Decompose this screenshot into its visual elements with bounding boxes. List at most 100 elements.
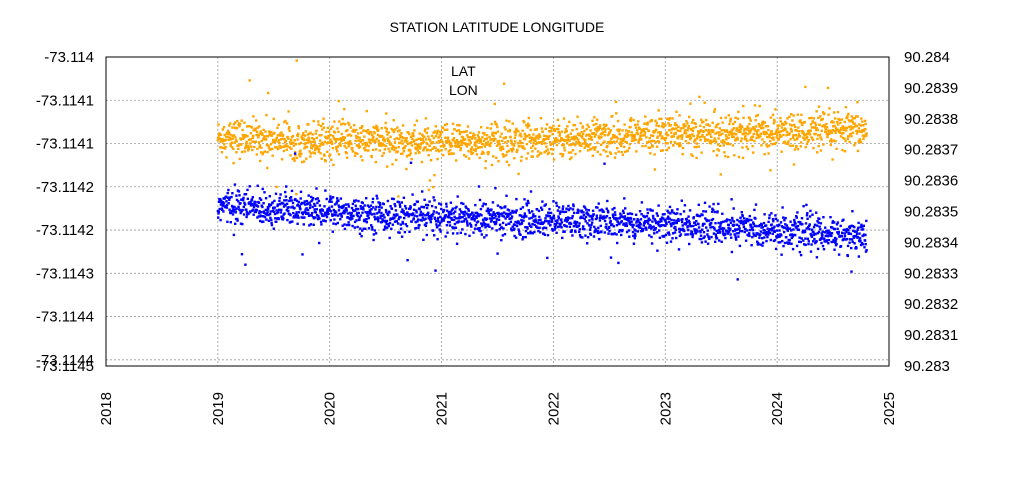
lon-point	[800, 113, 803, 116]
lon-point	[380, 127, 383, 130]
lon-point	[740, 125, 744, 129]
lat-point	[580, 211, 583, 214]
lon-point	[344, 123, 347, 126]
lon-point	[478, 156, 481, 160]
lat-point	[795, 216, 798, 219]
lon-point	[661, 149, 665, 152]
lat-point	[549, 211, 553, 215]
lat-point	[620, 220, 623, 223]
lon-point	[683, 131, 686, 135]
lat-point	[535, 208, 539, 211]
lat-point	[833, 227, 836, 231]
lat-point	[310, 214, 313, 217]
lon-point	[782, 133, 785, 137]
lon-point	[491, 138, 495, 141]
lat-point	[341, 224, 344, 227]
lon-point	[830, 131, 834, 135]
lon-point	[347, 144, 351, 148]
lat-point	[494, 215, 497, 218]
lon-point	[673, 123, 677, 127]
lat-point	[370, 224, 373, 227]
lon-point	[447, 150, 450, 153]
lat-point	[531, 215, 535, 218]
lon-point	[711, 121, 714, 124]
lat-point	[647, 226, 651, 229]
lat-point	[411, 193, 414, 196]
lon-point	[739, 123, 742, 126]
lon-point	[401, 152, 404, 155]
y-right-tick-label: 90.2836	[904, 173, 958, 190]
lat-point	[262, 202, 265, 205]
lat-point	[310, 211, 314, 215]
lat-point	[355, 219, 358, 222]
lon-point	[457, 129, 461, 132]
lat-point	[374, 217, 377, 220]
lat-point	[667, 215, 670, 218]
lon-point	[266, 150, 269, 154]
lat-point	[839, 224, 842, 228]
lat-point	[248, 185, 251, 188]
lat-point	[820, 235, 824, 238]
lat-point	[502, 211, 506, 214]
lat-point	[760, 226, 763, 229]
lon-point	[309, 131, 312, 134]
lat-point	[396, 222, 400, 225]
lat-point	[311, 205, 314, 209]
lon-point	[396, 126, 399, 129]
lat-point	[308, 206, 312, 209]
lon-point	[748, 122, 751, 126]
lat-point	[358, 232, 362, 235]
lon-point	[356, 135, 359, 139]
lat-point	[234, 217, 238, 221]
lat-point	[366, 204, 369, 207]
lon-point	[681, 146, 685, 150]
lat-point	[374, 232, 378, 235]
lon-point	[330, 140, 333, 143]
lon-point	[761, 126, 765, 130]
lon-point	[651, 145, 654, 148]
lat-point	[542, 221, 546, 224]
lon-point	[798, 135, 802, 138]
lon-point	[336, 145, 339, 148]
lon-point	[481, 150, 484, 154]
lon-point	[687, 124, 691, 128]
lon-point	[660, 137, 663, 140]
lat-point	[789, 220, 792, 223]
lat-point	[778, 235, 781, 238]
lat-point	[704, 210, 708, 213]
lat-point	[584, 220, 587, 223]
lat-point	[538, 215, 541, 219]
lon-point	[322, 143, 325, 146]
lon-point	[364, 148, 367, 151]
lon-point	[485, 137, 488, 140]
lat-point	[501, 212, 504, 215]
lat-point	[674, 225, 677, 229]
lon-point	[718, 127, 721, 130]
lat-point	[436, 225, 439, 228]
lon-point	[277, 140, 280, 143]
lon-point	[383, 140, 386, 143]
lat-point	[491, 217, 494, 220]
lon-point	[274, 138, 278, 141]
lat-point	[612, 225, 615, 228]
lat-point	[603, 231, 606, 234]
lon-point	[739, 127, 742, 131]
lat-point	[230, 209, 233, 213]
lon-point	[335, 147, 338, 151]
lon-point	[622, 137, 626, 140]
lat-point	[690, 230, 694, 233]
lat-point	[269, 216, 272, 220]
lat-point	[668, 205, 672, 209]
lon-point	[621, 139, 625, 143]
lat-point	[564, 218, 567, 222]
lat-point	[673, 221, 676, 225]
lon-point	[319, 152, 322, 155]
lon-point	[691, 133, 694, 136]
lat-point	[462, 212, 465, 216]
lat-point	[388, 211, 391, 214]
lat-point	[373, 229, 377, 232]
lat-point	[362, 227, 365, 230]
lon-point	[654, 141, 657, 144]
lon-point	[757, 129, 760, 132]
lat-point	[305, 207, 308, 210]
